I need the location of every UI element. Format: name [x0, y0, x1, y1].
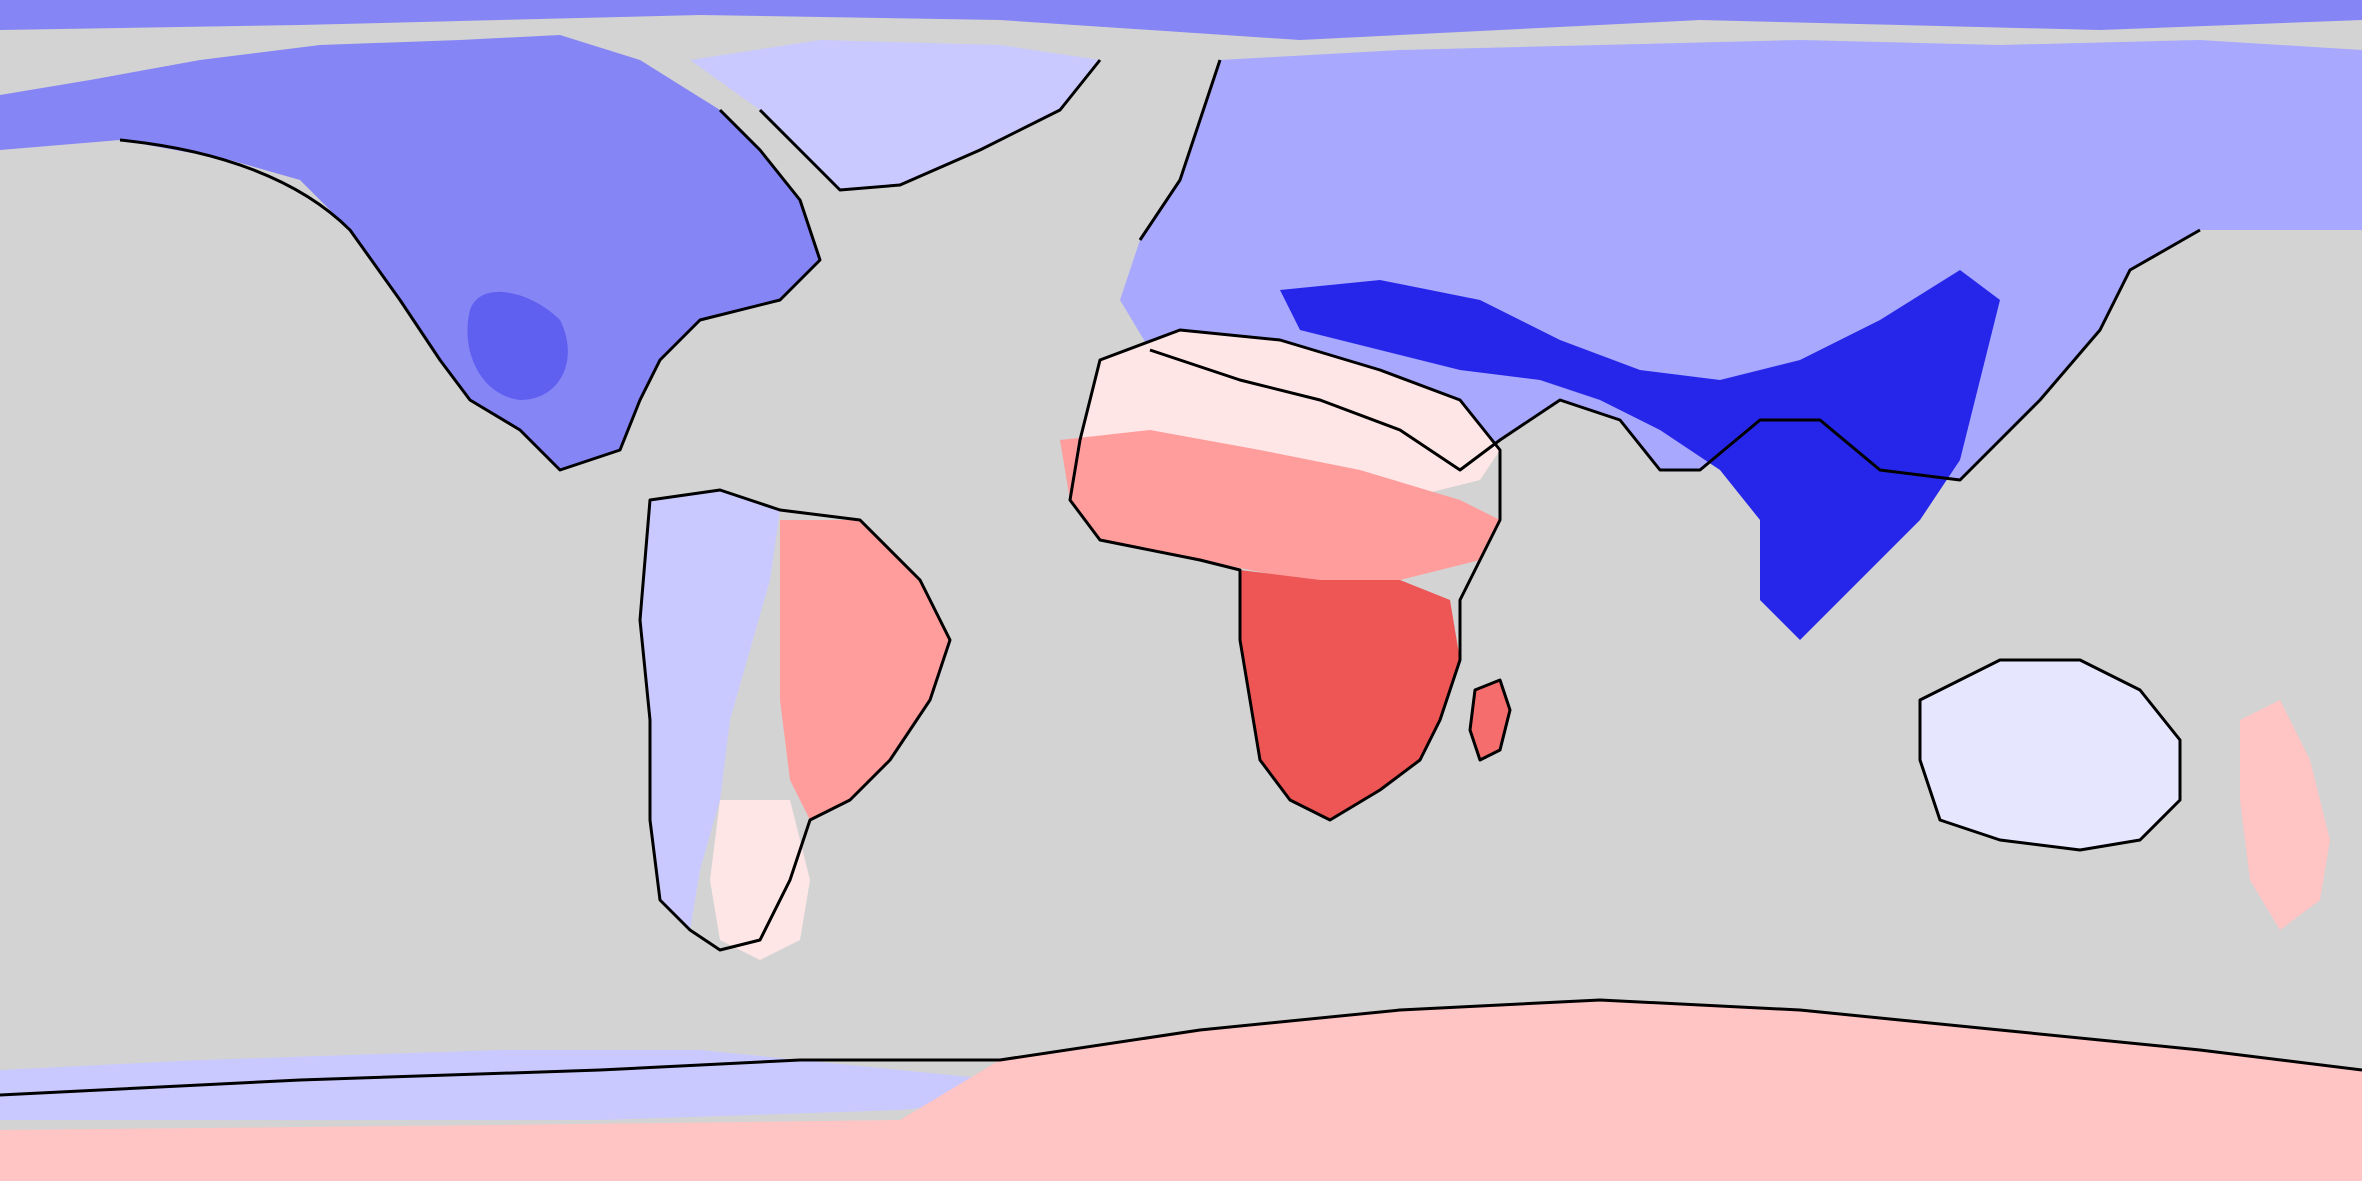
- region-madagascar: [1470, 680, 1510, 760]
- coastline-africa: [1068, 328, 1502, 822]
- coastline-south-america: [638, 488, 952, 952]
- region-new-zealand: [2240, 700, 2330, 930]
- region-north-america: [0, 35, 820, 470]
- coastline-eurasia: [1138, 59, 2201, 482]
- coastline-madagascar: [1468, 678, 1512, 762]
- region-andes: [640, 490, 780, 930]
- region-greenland: [690, 40, 1100, 190]
- coastline-north-america: [119, 108, 822, 472]
- coastline-antarctica: [0, 998, 2362, 1097]
- coastlines: [0, 59, 2362, 1097]
- region-eastern-brazil: [780, 520, 950, 820]
- region-eurasia: [1120, 40, 2362, 480]
- region-arctic-fringe: [0, 0, 2362, 40]
- region-east-antarctica: [0, 1000, 2362, 1181]
- region-patagonia: [710, 800, 810, 960]
- region-central-us: [467, 291, 568, 400]
- coastline-greenland: [758, 59, 1102, 192]
- region-australia: [1920, 660, 2180, 850]
- region-southern-africa: [1240, 570, 1460, 820]
- region-sahel: [1060, 430, 1500, 580]
- coastline-australia: [1918, 658, 2182, 852]
- region-west-antarctica: [0, 1050, 1100, 1120]
- region-himalaya-southeast-asia: [1280, 270, 2000, 640]
